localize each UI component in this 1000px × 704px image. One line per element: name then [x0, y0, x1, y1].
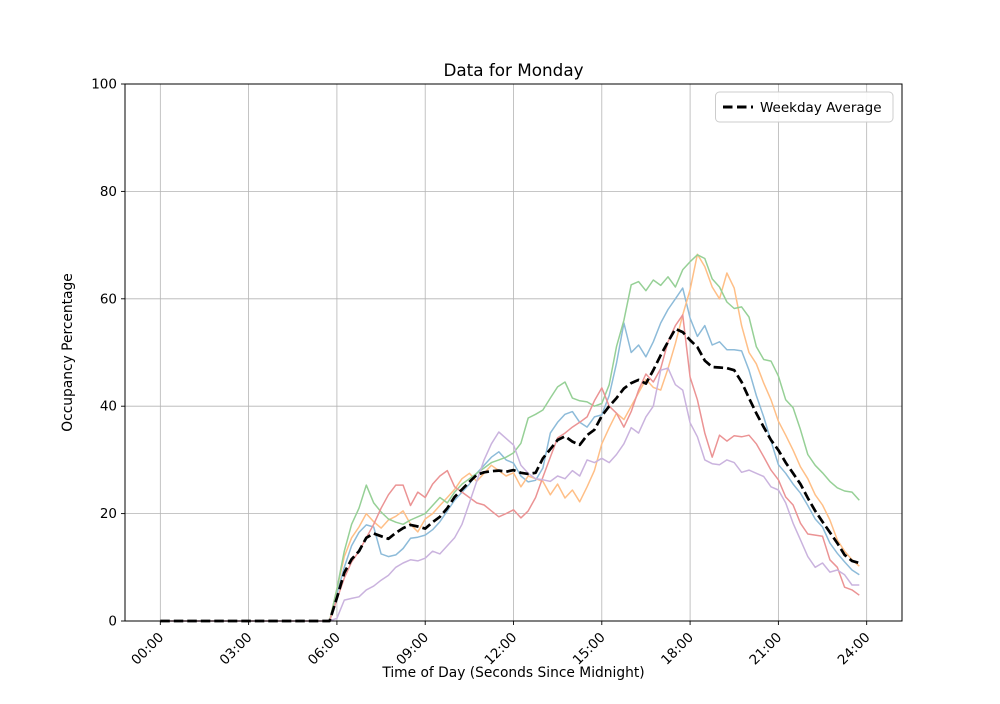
y-tick-label: 100: [91, 77, 117, 93]
x-tick-label: 00:00: [128, 630, 167, 669]
y-tick-label: 20: [100, 506, 117, 522]
legend-entry-label: Weekday Average: [760, 100, 882, 116]
x-tick-label: 03:00: [217, 630, 256, 669]
y-tick-label: 40: [100, 399, 117, 415]
x-tick-label: 06:00: [305, 630, 344, 669]
y-tick-label: 60: [100, 291, 117, 307]
legend-box: [715, 91, 894, 123]
x-tick-label: 12:00: [482, 630, 521, 669]
y-tick-label: 80: [100, 184, 117, 200]
x-tick-label: 09:00: [393, 630, 432, 669]
x-tick-label: 18:00: [658, 630, 697, 669]
chart-title: Data for Monday: [443, 60, 583, 80]
day-series-orange-line: [160, 253, 860, 622]
tick-layer: 00:00 03:00 06:00 09:00 12:00 15:00 18:00 21:00…: [91, 77, 873, 669]
legend: Weekday Average: [715, 91, 894, 123]
x-tick-label: 15:00: [570, 630, 609, 669]
x-tick-label: 21:00: [746, 630, 785, 669]
y-axis-label: Occupancy Percentage: [60, 273, 76, 431]
grid-layer: [125, 83, 902, 622]
y-tick-label: 0: [108, 614, 117, 630]
day-series-green-line: [160, 254, 860, 622]
x-tick-label: 24:00: [835, 630, 874, 669]
x-axis-label: Time of Day (Seconds Since Midnight): [381, 665, 644, 681]
series-layer: [160, 253, 860, 623]
